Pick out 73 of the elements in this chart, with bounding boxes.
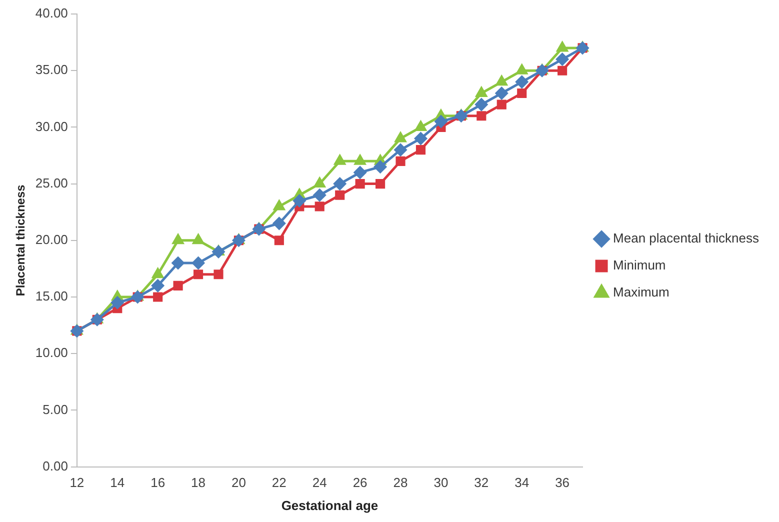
point [172, 234, 184, 244]
point [193, 270, 204, 280]
point [476, 86, 487, 97]
point [516, 64, 528, 74]
point [396, 156, 406, 166]
x-tick-label: 16 [150, 475, 166, 490]
point [415, 120, 426, 131]
y-tick-label: 10.00 [35, 345, 68, 360]
point [214, 270, 224, 280]
point [394, 144, 407, 156]
point [192, 234, 204, 244]
point [556, 53, 569, 66]
point [556, 42, 568, 52]
y-tick-label: 35.00 [35, 62, 68, 78]
point [152, 268, 164, 278]
point [334, 178, 346, 190]
legend-label: Mean placental thickness [613, 230, 760, 246]
legend-label: Minimum [613, 258, 666, 273]
point [314, 202, 324, 212]
y-axis-title: Placental thickness [14, 184, 28, 296]
point [334, 154, 346, 165]
point [111, 296, 124, 309]
x-tick-label: 12 [70, 475, 84, 490]
point [496, 76, 508, 86]
point [414, 132, 427, 145]
point [293, 194, 306, 208]
point [496, 100, 506, 110]
point [212, 245, 225, 258]
point [153, 292, 163, 302]
point [516, 76, 528, 88]
x-tick-label: 18 [191, 475, 206, 490]
y-tick-label: 30.00 [35, 118, 68, 134]
point [274, 236, 284, 246]
x-tick-label: 30 [434, 475, 448, 490]
point [394, 132, 406, 142]
x-tick-label: 24 [312, 475, 327, 490]
point [172, 256, 184, 270]
x-tick-label: 28 [393, 475, 408, 490]
point [272, 217, 286, 230]
point [434, 115, 448, 128]
y-tick-label: 20.00 [35, 232, 68, 247]
x-tick-label: 22 [272, 475, 286, 490]
point [517, 88, 527, 98]
x-tick-label: 26 [352, 475, 368, 490]
point [335, 190, 345, 200]
point [376, 179, 386, 189]
point [274, 200, 285, 210]
x-tick-label: 34 [514, 475, 530, 490]
point [152, 279, 164, 292]
point [314, 178, 326, 188]
point [476, 111, 486, 121]
point [355, 179, 365, 189]
point [313, 188, 326, 202]
y-tick-label: 15.00 [35, 288, 68, 304]
y-tick-label: 5.00 [42, 402, 68, 417]
point [475, 98, 488, 111]
point [374, 160, 387, 174]
legend-label: Maximum [613, 284, 670, 300]
point [173, 280, 183, 290]
x-tick-label: 20 [231, 475, 246, 490]
x-tick-label: 14 [110, 475, 125, 490]
point [354, 166, 366, 179]
x-tick-label: 36 [555, 475, 570, 490]
point [558, 66, 568, 76]
point [192, 256, 205, 270]
point [354, 154, 366, 165]
x-tick-label: 32 [474, 475, 489, 490]
y-tick-label: 0.00 [42, 458, 68, 474]
y-tick-label: 25.00 [35, 175, 68, 190]
point [416, 145, 426, 155]
point [495, 86, 508, 100]
x-axis-title: Gestational age [281, 498, 378, 513]
y-tick-label: 40.00 [35, 6, 68, 21]
